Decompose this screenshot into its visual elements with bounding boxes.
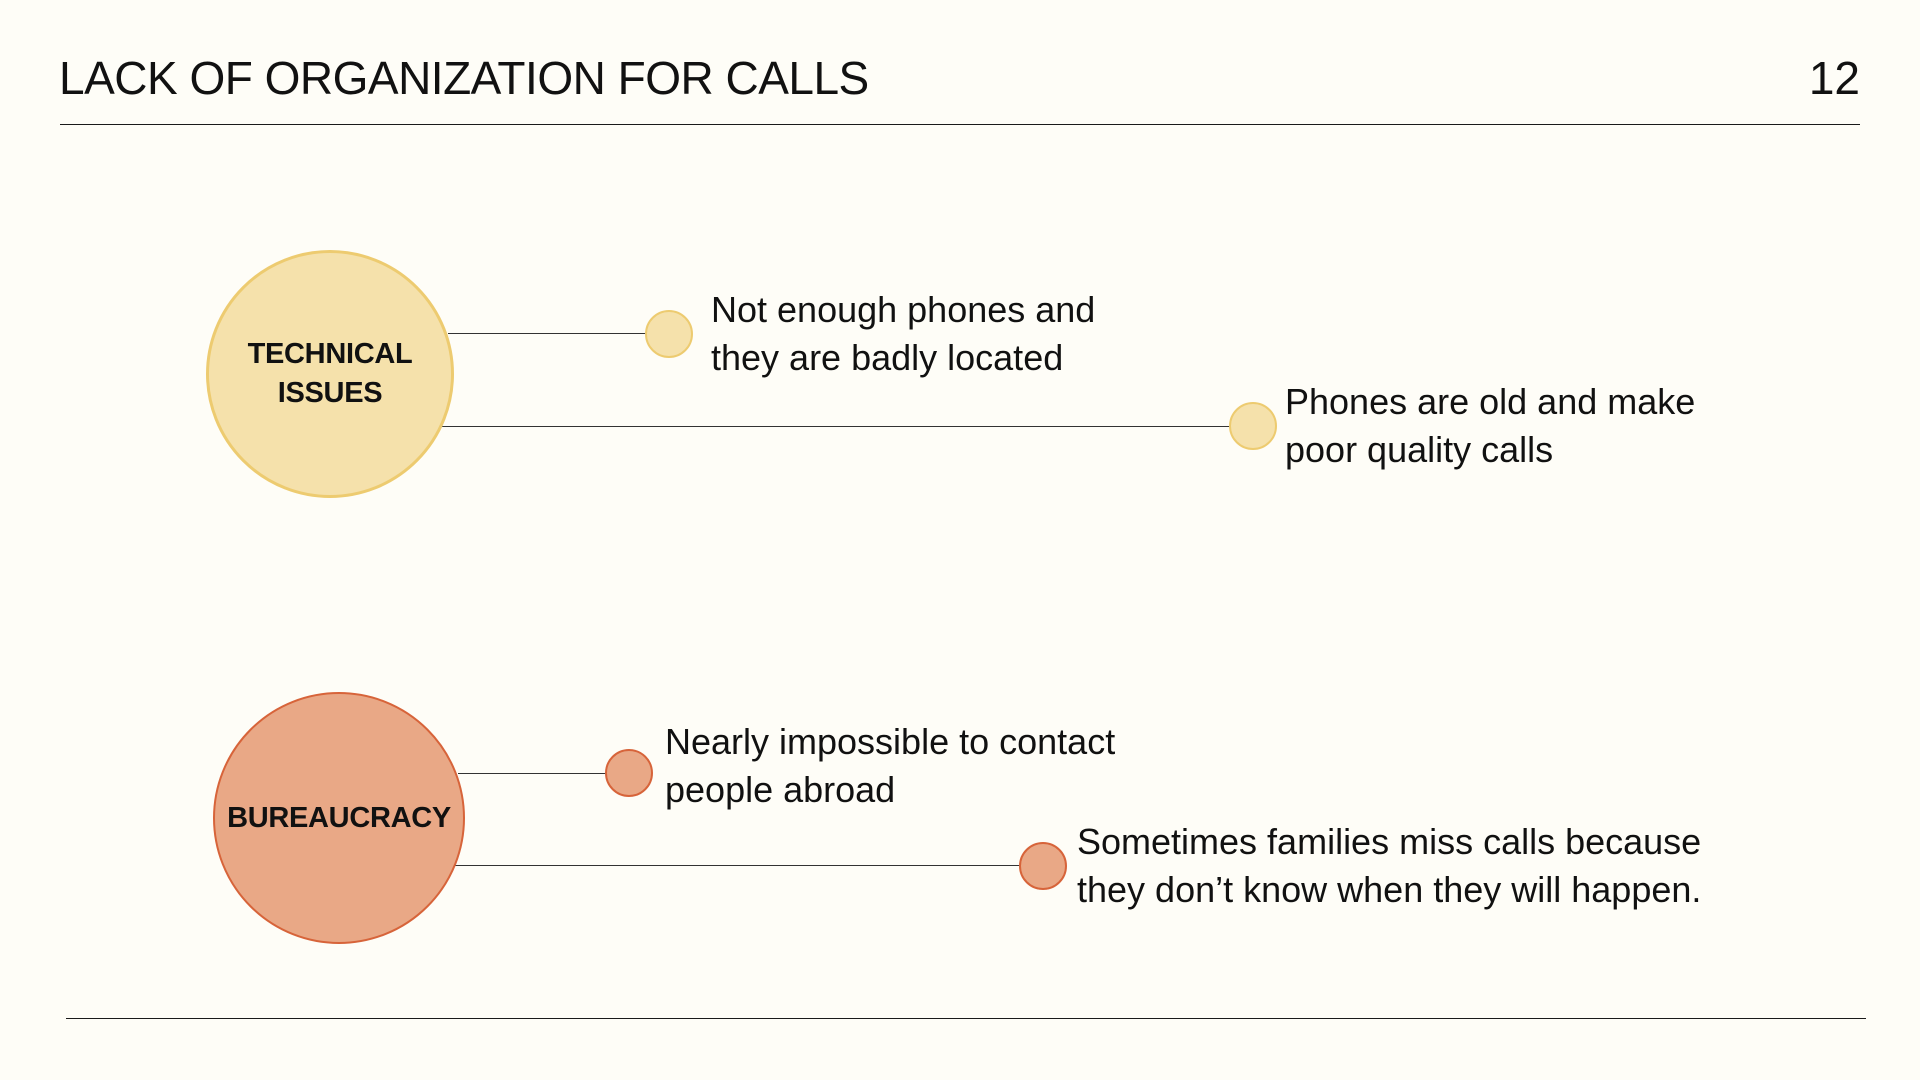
header-divider	[60, 124, 1860, 125]
item-dot	[645, 310, 693, 358]
item-dot	[605, 749, 653, 797]
slide-title: LACK OF ORGANIZATION FOR CALLS	[59, 52, 869, 104]
category-label: ISSUES	[277, 377, 383, 409]
category-label: BUREAUCRACY	[227, 801, 451, 834]
connector-line	[448, 333, 646, 334]
item-label-contact-abroad: Nearly impossible to contact people abro…	[665, 721, 1116, 810]
item-dot	[1229, 402, 1277, 450]
connector-line	[440, 426, 1230, 427]
page-number: 12	[1808, 52, 1860, 104]
category-label: TECHNICAL	[247, 338, 413, 370]
item-dot	[1019, 842, 1067, 890]
connector-line	[458, 773, 606, 774]
item-label-not-enough-phones: Not enough phones and they are badly loc…	[711, 289, 1096, 378]
category-circle-technical-issues: TECHNICAL ISSUES	[206, 250, 454, 498]
connector-line	[450, 865, 1020, 866]
category-circle-bureaucracy: BUREAUCRACY	[213, 692, 465, 944]
item-label-phones-old: Phones are old and make poor quality cal…	[1285, 381, 1696, 470]
footer-divider	[66, 1018, 1866, 1019]
item-label-families-miss-calls: Sometimes families miss calls because th…	[1077, 821, 1702, 910]
